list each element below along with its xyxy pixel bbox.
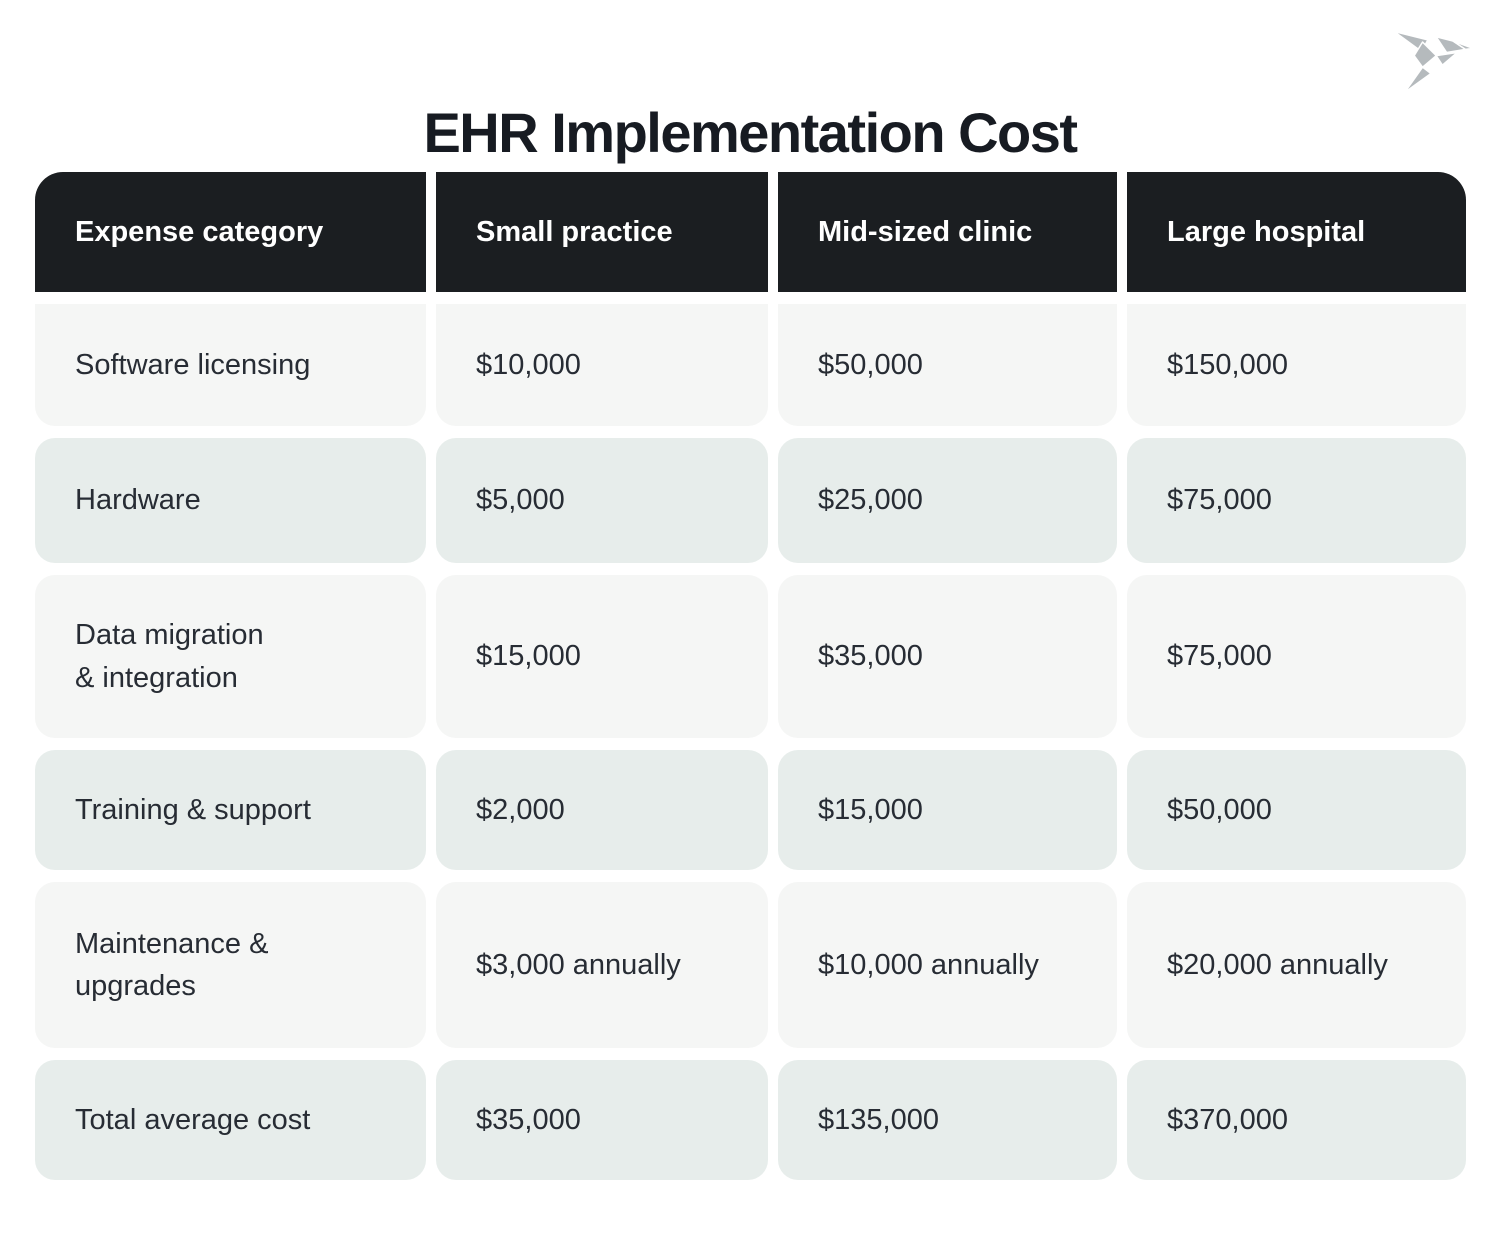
origami-bird-logo-icon bbox=[1393, 30, 1474, 94]
page-title: EHR Implementation Cost bbox=[423, 100, 1078, 164]
header-cell-mid-sized-clinic: Mid-sized clinic bbox=[778, 172, 1117, 292]
category-cell: Total average cost bbox=[35, 1060, 426, 1180]
header-cell-large-hospital: Large hospital bbox=[1127, 172, 1466, 292]
value-cell: $135,000 bbox=[778, 1060, 1117, 1180]
cost-table: Expense category Small practice Mid-size… bbox=[35, 172, 1466, 1180]
category-cell: Data migration & integration bbox=[35, 575, 426, 738]
header-cell-expense-category: Expense category bbox=[35, 172, 426, 292]
value-cell: $5,000 bbox=[436, 438, 768, 563]
value-cell: $75,000 bbox=[1127, 575, 1466, 738]
value-cell: $35,000 bbox=[778, 575, 1117, 738]
value-cell: $25,000 bbox=[778, 438, 1117, 563]
value-cell: $10,000 bbox=[436, 304, 768, 426]
category-cell: Training & support bbox=[35, 750, 426, 870]
value-cell: $50,000 bbox=[1127, 750, 1466, 870]
value-cell: $50,000 bbox=[778, 304, 1117, 426]
value-cell: $35,000 bbox=[436, 1060, 768, 1180]
category-cell: Software licensing bbox=[35, 304, 426, 426]
value-cell: $10,000 annually bbox=[778, 882, 1117, 1048]
value-cell: $20,000 annually bbox=[1127, 882, 1466, 1048]
header-cell-small-practice: Small practice bbox=[436, 172, 768, 292]
value-cell: $15,000 bbox=[436, 575, 768, 738]
value-cell: $75,000 bbox=[1127, 438, 1466, 563]
value-cell: $15,000 bbox=[778, 750, 1117, 870]
category-cell: Hardware bbox=[35, 438, 426, 563]
value-cell: $2,000 bbox=[436, 750, 768, 870]
value-cell: $370,000 bbox=[1127, 1060, 1466, 1180]
value-cell: $150,000 bbox=[1127, 304, 1466, 426]
value-cell: $3,000 annually bbox=[436, 882, 768, 1048]
category-cell: Maintenance & upgrades bbox=[35, 882, 426, 1048]
